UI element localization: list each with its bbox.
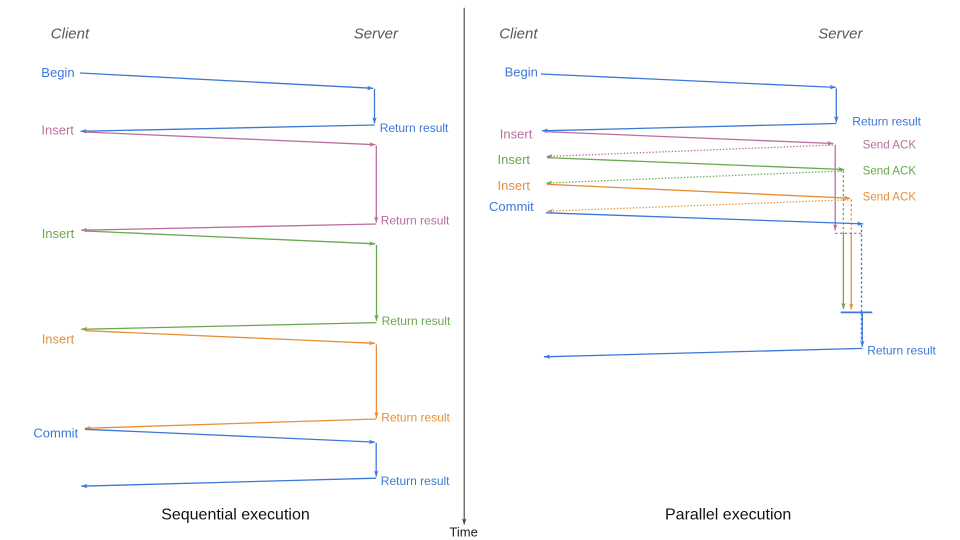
svg-text:Return result: Return result — [867, 344, 936, 358]
svg-text:Server: Server — [818, 26, 863, 43]
svg-text:Commit: Commit — [33, 426, 78, 441]
svg-text:Begin: Begin — [505, 65, 538, 80]
svg-text:Server: Server — [354, 26, 399, 43]
svg-text:Insert: Insert — [498, 178, 531, 193]
svg-text:Sequential execution: Sequential execution — [161, 507, 310, 524]
svg-text:Send ACK: Send ACK — [863, 165, 917, 178]
svg-text:Client: Client — [499, 26, 538, 43]
svg-text:Parallel execution: Parallel execution — [665, 507, 791, 524]
svg-text:Insert: Insert — [498, 152, 531, 167]
svg-text:Send ACK: Send ACK — [863, 190, 917, 203]
svg-text:Insert: Insert — [42, 226, 75, 241]
svg-text:Return result: Return result — [381, 214, 450, 228]
svg-text:Return result: Return result — [381, 474, 450, 488]
svg-text:Insert: Insert — [41, 122, 74, 137]
svg-text:Return result: Return result — [852, 114, 921, 128]
svg-text:Return result: Return result — [380, 121, 449, 135]
svg-text:Send ACK: Send ACK — [863, 138, 917, 151]
svg-text:Return result: Return result — [382, 314, 451, 328]
svg-text:Commit: Commit — [489, 199, 534, 214]
svg-text:Time: Time — [449, 525, 477, 540]
svg-text:Client: Client — [51, 26, 90, 43]
svg-text:Insert: Insert — [500, 126, 533, 141]
svg-text:Begin: Begin — [41, 65, 74, 80]
svg-text:Insert: Insert — [42, 332, 75, 347]
svg-text:Return result: Return result — [381, 411, 450, 425]
